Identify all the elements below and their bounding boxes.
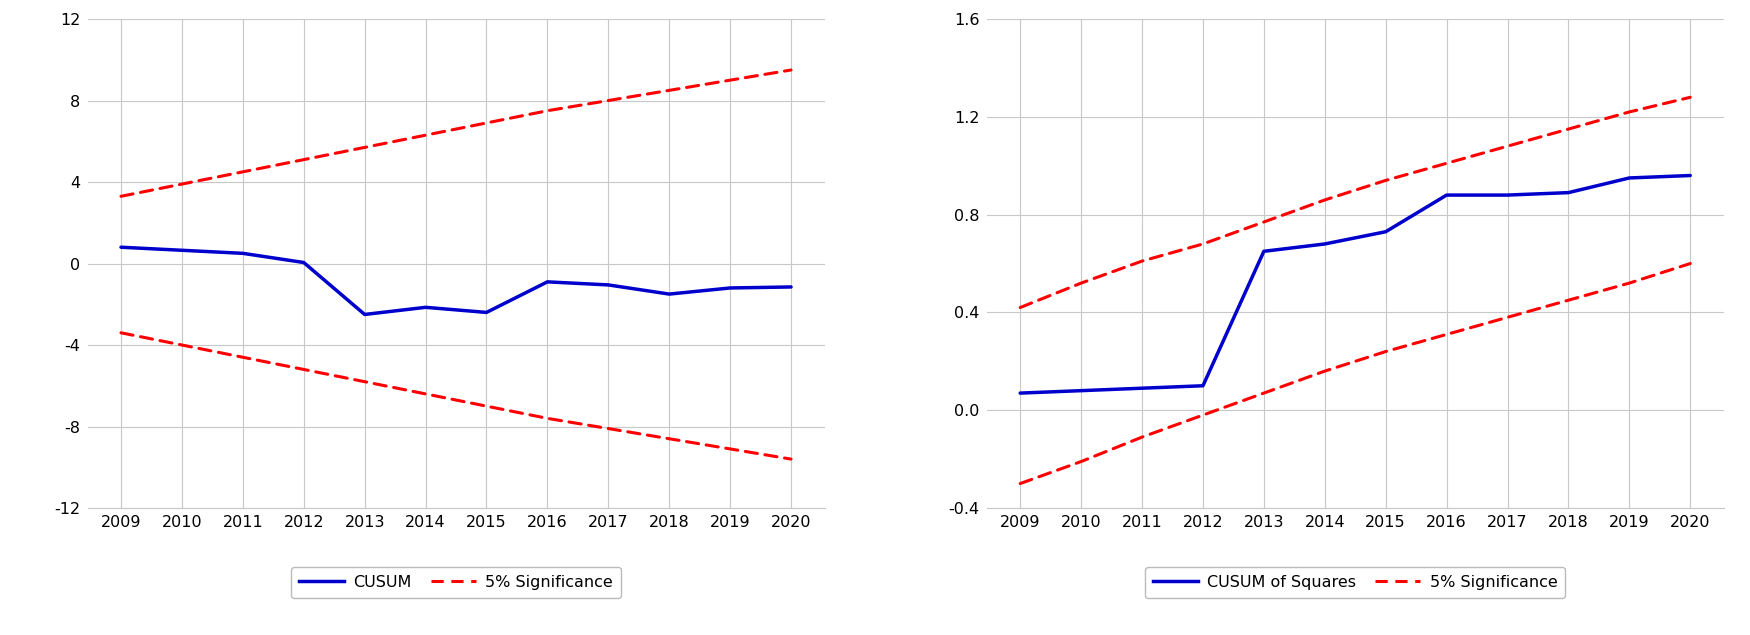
Legend: CUSUM, 5% Significance: CUSUM, 5% Significance — [290, 567, 621, 598]
Legend: CUSUM of Squares, 5% Significance: CUSUM of Squares, 5% Significance — [1144, 567, 1566, 598]
